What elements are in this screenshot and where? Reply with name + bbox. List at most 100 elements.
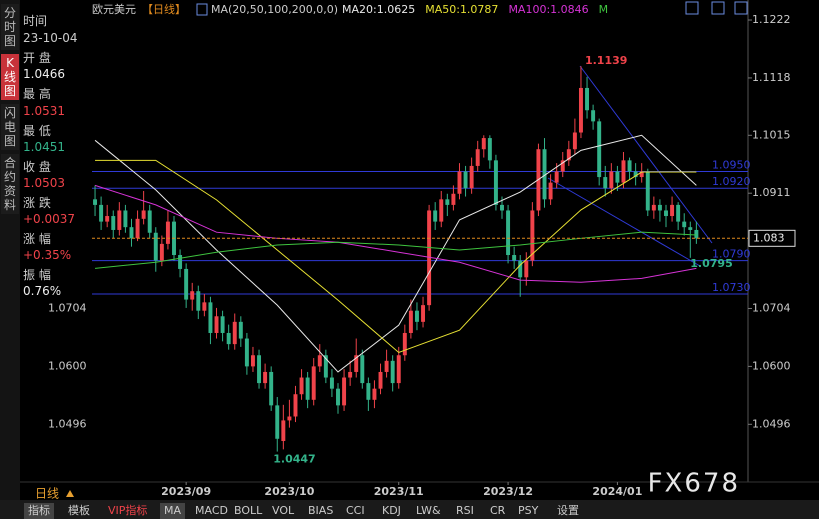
toolbar-item[interactable]: VOL (272, 504, 295, 517)
candle-body (360, 355, 365, 384)
tab[interactable]: K线图 (1, 54, 19, 100)
candle-body (263, 371, 268, 384)
toolbar-item[interactable]: MA (160, 503, 186, 519)
toolbar-item[interactable]: BIAS (308, 504, 334, 517)
candle-body (572, 132, 577, 150)
candle-body (469, 165, 474, 189)
candle-body (414, 310, 419, 322)
price-annotation: 1.0795 (690, 257, 732, 270)
candle-body (445, 199, 450, 205)
toolbar-item[interactable]: 设置 (557, 504, 579, 517)
candle-body (93, 199, 98, 205)
icon[interactable] (711, 1, 725, 15)
tab[interactable]: 合约资料 (1, 154, 19, 214)
candle-body (99, 204, 104, 222)
icon[interactable] (734, 1, 748, 15)
candle-body (220, 316, 225, 333)
info-label: 开 盘 (23, 51, 51, 65)
candle-body (603, 177, 608, 189)
candle-body (664, 210, 668, 217)
candle-body (560, 160, 565, 172)
period: 【日线】 (142, 2, 186, 16)
candle-body (147, 210, 152, 233)
candle-body (493, 160, 498, 205)
candle-body (348, 371, 353, 378)
candle-body (421, 305, 426, 322)
level-label: 1.0730 (712, 281, 751, 294)
period-footer[interactable]: 日线 (35, 487, 59, 501)
candle-body (451, 193, 456, 205)
candle-body (475, 149, 480, 166)
info-value: 1.0466 (23, 67, 65, 81)
candle-body (481, 138, 486, 150)
toolbar-item[interactable]: CCI (346, 504, 365, 517)
candle-body (457, 171, 462, 194)
ma-line (94, 231, 697, 269)
toolbar-item[interactable]: PSY (518, 504, 539, 517)
candle-body (202, 302, 207, 311)
candle-body (578, 87, 583, 133)
candle-body (657, 204, 662, 211)
toolbar-item[interactable]: RSI (456, 504, 474, 517)
candle-body (433, 210, 438, 222)
price-annotation: 1.0447 (273, 453, 315, 466)
candle-body (542, 149, 547, 200)
candle-body (427, 210, 432, 306)
candle-body (396, 355, 401, 384)
y-tick-label: 1.0600 (48, 359, 87, 372)
candle-body (342, 377, 347, 406)
last-price-label: 1.083 (753, 231, 785, 244)
toolbar-item[interactable]: KDJ (382, 504, 401, 517)
candle-body (214, 316, 219, 333)
candle-body (196, 291, 201, 311)
candle-body (287, 416, 292, 421)
toolbar-item[interactable]: MACD (195, 504, 228, 517)
candle-body (378, 371, 383, 389)
info-value: +0.0037 (23, 212, 76, 226)
candle-body (676, 204, 681, 222)
candle-body (329, 377, 334, 389)
candle-body (281, 420, 286, 442)
toolbar-item[interactable]: 模板 (68, 504, 90, 517)
candle-body (518, 260, 523, 278)
info-value: 1.0503 (23, 176, 65, 190)
period-arrow[interactable] (66, 490, 74, 497)
toolbar-bg (0, 500, 819, 519)
candle-body (384, 360, 389, 372)
y-tick-label: 1.0911 (752, 186, 791, 199)
y-tick-label: 1.0704 (752, 301, 791, 314)
candle-body (585, 87, 590, 111)
candle-body (670, 204, 675, 217)
toolbar-item[interactable]: VIP指标 (108, 504, 148, 517)
candle-body (257, 355, 262, 384)
toolbar-item[interactable]: BOLL (234, 504, 263, 517)
toolbar-item[interactable]: 指标 (24, 503, 54, 519)
candle-body (305, 377, 310, 400)
trend-line (547, 177, 701, 267)
tab[interactable]: 分时图 (1, 4, 19, 50)
info-label: 涨 幅 (23, 232, 51, 246)
info-value: 1.0451 (23, 140, 65, 154)
ma-line (94, 134, 697, 373)
watermark: FX678 (648, 469, 740, 499)
toolbar-item[interactable]: LW& (416, 504, 441, 517)
ma-line (95, 159, 697, 354)
candle-body (633, 171, 638, 178)
price-annotation: 1.1139 (585, 54, 627, 67)
toolbar-item[interactable]: CR (490, 504, 506, 517)
info-label: 涨 跌 (23, 196, 51, 210)
legend-entry: MA50:1.0787 (425, 3, 498, 16)
candle-body (408, 310, 413, 333)
candle-body (299, 377, 304, 395)
icon[interactable] (685, 1, 699, 15)
indicator-icon[interactable] (196, 3, 208, 16)
candle-body (487, 138, 492, 161)
legend-entry: MA100:1.0846 (508, 3, 588, 16)
legend-entry: M (599, 3, 609, 16)
candle-body (366, 383, 371, 400)
candle-body (165, 221, 170, 244)
candle-body (512, 255, 517, 261)
tab[interactable]: 闪电图 (1, 104, 19, 150)
